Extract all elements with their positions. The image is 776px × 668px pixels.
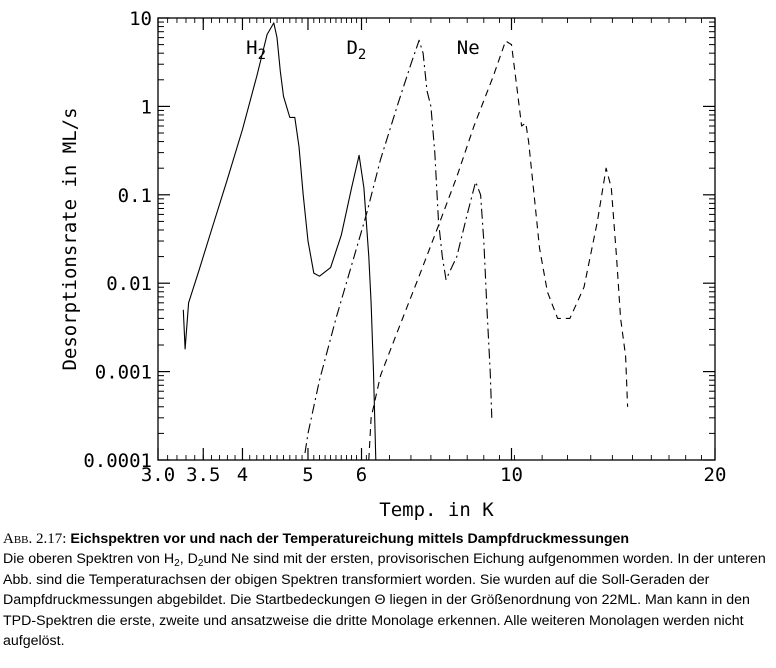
- tpd-figure: 10 1 0.1 0.01 0.001 0.0001 3.0 3.5 4 5 6 10 20 Temp. …: [59, 8, 726, 521]
- series-line-ne: [368, 40, 629, 461]
- caption-title: Eichspektren vor und nach der Temperatur…: [70, 531, 630, 547]
- series-label-d2: D2: [346, 37, 366, 63]
- figure-caption: Abb. 2.17: Eichspektren vor und nach der…: [3, 529, 773, 651]
- caption-text-3: und Ne sind mit der ersten, provisorisch…: [3, 551, 766, 650]
- y-tick-label: 0.01: [106, 273, 152, 295]
- y-tick-label: 10: [129, 8, 152, 30]
- x-tick-label: 4: [237, 464, 248, 486]
- tick-layer: [157, 17, 716, 461]
- series-line-d2: [304, 39, 493, 454]
- series-line-h2: [182, 22, 377, 461]
- series-label-h2: H2: [246, 37, 266, 63]
- x-tick-label: 20: [704, 464, 727, 486]
- series-label-ne: Ne: [457, 37, 480, 59]
- plot-frame: [157, 17, 716, 461]
- series-layer: [182, 22, 629, 461]
- x-tick-label: 3.0: [141, 464, 175, 486]
- caption-text-1: Die oberen Spektren von H: [3, 551, 175, 568]
- x-tick-label: 6: [356, 464, 367, 486]
- x-tick-label: 10: [500, 464, 523, 486]
- x-axis-label: Temp. in K: [379, 499, 494, 521]
- y-axis-label: Desorptionsrate in ML/s: [59, 107, 81, 370]
- caption-sub-2: 2: [197, 558, 204, 570]
- x-tick-label: 5: [302, 464, 313, 486]
- caption-label: Abb. 2.17:: [3, 531, 67, 547]
- y-tick-label: 0.001: [95, 362, 152, 384]
- caption-text-2: , D: [179, 551, 198, 568]
- y-tick-label: 1: [141, 96, 152, 118]
- caption-sub-1: 2: [174, 558, 180, 570]
- y-tick-label: 0.0001: [83, 450, 152, 472]
- x-tick-label: 3.5: [186, 464, 220, 486]
- y-tick-label: 0.1: [118, 185, 152, 207]
